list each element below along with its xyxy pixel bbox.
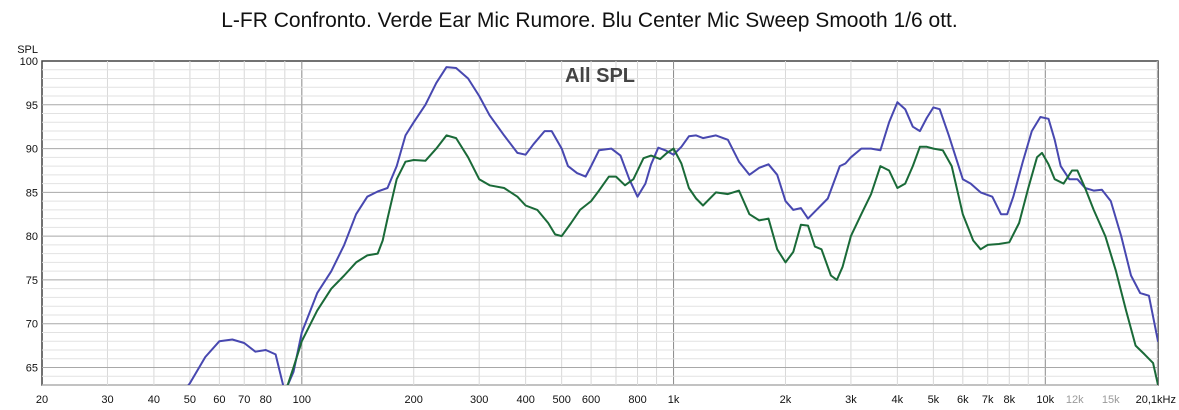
x-tick-label: 50 bbox=[184, 394, 196, 406]
x-tick-label: 800 bbox=[628, 394, 646, 406]
x-tick-label: 8k bbox=[1003, 394, 1015, 406]
x-tick-label: 40 bbox=[148, 394, 160, 406]
y-tick-label: 80 bbox=[26, 231, 38, 243]
x-tick-label: 20,1kHz bbox=[1136, 394, 1176, 406]
series-group bbox=[187, 66, 1158, 385]
grid bbox=[42, 61, 1158, 386]
x-tick-label: 400 bbox=[516, 394, 534, 406]
y-axis-label: SPL bbox=[17, 44, 38, 56]
x-tick-label: 60 bbox=[213, 394, 225, 406]
x-tick-label: 15k bbox=[1102, 394, 1120, 406]
x-tick-label: 70 bbox=[238, 394, 250, 406]
x-tick-label: 600 bbox=[582, 394, 600, 406]
x-tick-label: 5k bbox=[928, 394, 940, 406]
x-tick-label: 200 bbox=[405, 394, 423, 406]
x-tick-label: 100 bbox=[293, 394, 311, 406]
y-tick-label: 95 bbox=[26, 100, 38, 112]
x-tick-label: 500 bbox=[552, 394, 570, 406]
x-tick-label: 1k bbox=[668, 394, 680, 406]
y-tick-label: 65 bbox=[26, 362, 38, 374]
plot-area bbox=[41, 60, 1159, 386]
x-tick-label: 3k bbox=[845, 394, 857, 406]
series-line-1 bbox=[187, 66, 1158, 385]
x-tick-label: 12k bbox=[1066, 394, 1084, 406]
y-tick-label: 100 bbox=[20, 56, 38, 68]
x-tick-label: 80 bbox=[260, 394, 272, 406]
x-tick-label: 10k bbox=[1036, 394, 1054, 406]
series-line-2 bbox=[286, 134, 1158, 385]
x-tick-label: 7k bbox=[982, 394, 994, 406]
x-tick-label: 6k bbox=[957, 394, 969, 406]
y-axis-ticks: 100 95 90 85 80 75 70 65 bbox=[20, 56, 38, 374]
y-tick-label: 90 bbox=[26, 144, 38, 156]
x-tick-label: 4k bbox=[892, 394, 904, 406]
annotation-all-spl: All SPL bbox=[565, 65, 635, 87]
x-axis-ticks: 20 30 40 50 60 70 80 100 200 300 400 500 600 800 1k 2k 3… bbox=[36, 394, 1176, 406]
y-tick-label: 70 bbox=[26, 319, 38, 331]
y-tick-label: 75 bbox=[26, 275, 38, 287]
x-tick-label: 30 bbox=[101, 394, 113, 406]
x-tick-label: 300 bbox=[470, 394, 488, 406]
x-tick-label: 20 bbox=[36, 394, 48, 406]
chart-title: L-FR Confronto. Verde Ear Mic Rumore. Bl… bbox=[221, 9, 958, 32]
y-tick-label: 85 bbox=[26, 187, 38, 199]
x-tick-label: 2k bbox=[780, 394, 792, 406]
